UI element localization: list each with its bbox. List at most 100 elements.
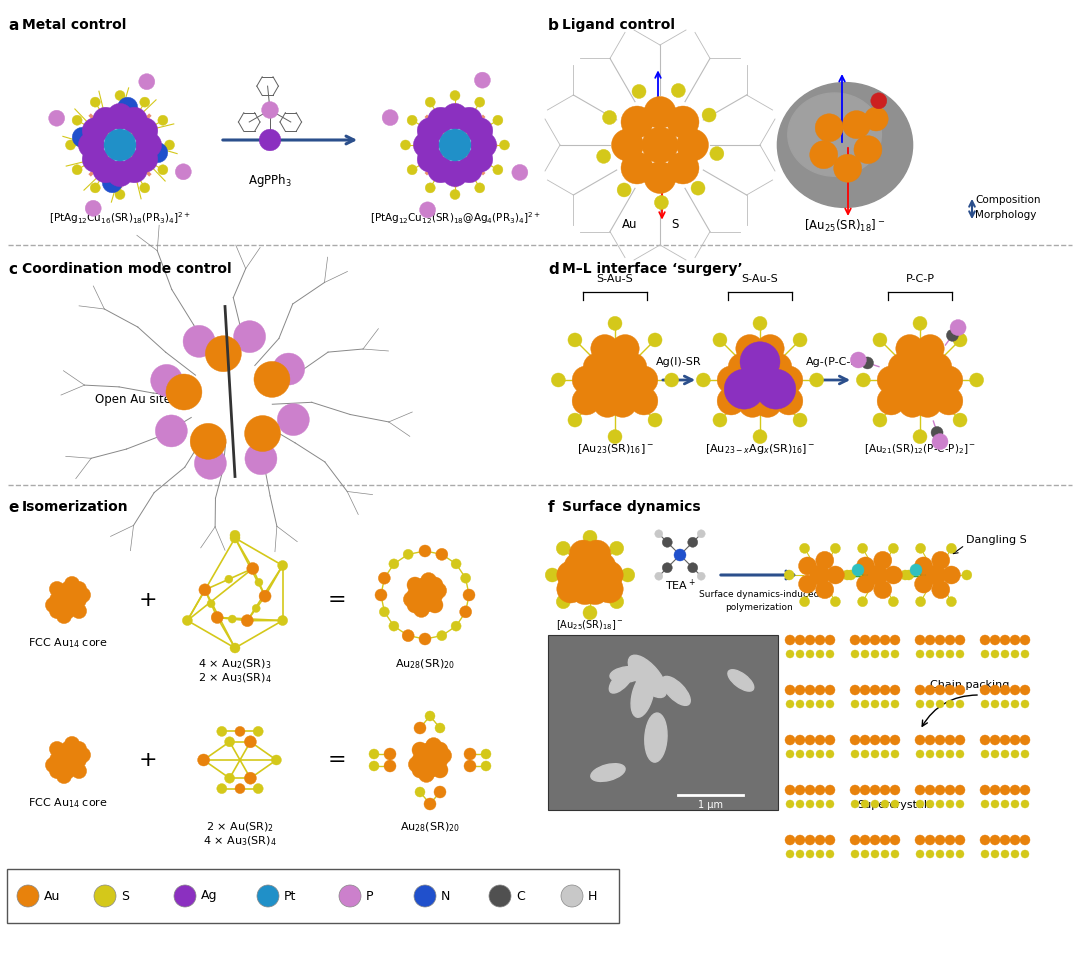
Circle shape [568,413,582,427]
Circle shape [423,591,440,607]
Circle shape [417,147,443,172]
Circle shape [891,850,899,858]
Circle shape [936,700,944,708]
Circle shape [17,885,39,907]
Circle shape [230,643,240,653]
Circle shape [60,582,76,597]
Circle shape [556,595,570,608]
Circle shape [955,735,966,745]
Circle shape [810,565,831,585]
Text: P-C-P: P-C-P [905,274,934,284]
Circle shape [139,183,150,193]
Circle shape [432,752,448,768]
Text: Open Au sites: Open Au sites [95,394,177,406]
Text: +: + [138,750,158,770]
Circle shape [935,685,945,695]
Circle shape [436,548,448,560]
Circle shape [253,784,264,793]
Circle shape [810,373,824,387]
Circle shape [426,758,442,774]
Circle shape [915,835,924,845]
Circle shape [71,582,86,597]
Circle shape [806,650,814,658]
Circle shape [557,575,584,603]
Circle shape [710,147,724,161]
Circle shape [956,650,964,658]
Circle shape [1011,700,1020,708]
Circle shape [50,582,65,597]
Circle shape [414,722,426,734]
Text: M–L interface ‘surgery’: M–L interface ‘surgery’ [562,262,743,276]
Circle shape [65,737,80,752]
FancyBboxPatch shape [6,869,619,923]
Circle shape [401,140,410,150]
Circle shape [557,561,584,589]
Circle shape [935,387,963,415]
Circle shape [481,761,491,771]
Circle shape [648,333,662,347]
Circle shape [672,83,686,98]
Circle shape [935,835,945,845]
Circle shape [450,90,460,101]
Circle shape [225,737,234,747]
Circle shape [583,561,616,594]
Circle shape [880,685,890,695]
Circle shape [65,587,80,603]
Circle shape [955,835,966,845]
Circle shape [379,606,390,617]
Circle shape [556,541,570,556]
Circle shape [955,785,966,795]
Circle shape [991,650,999,658]
Circle shape [228,615,237,623]
Circle shape [805,835,815,845]
Circle shape [953,333,967,347]
Text: FCC Au$_{14}$ core: FCC Au$_{14}$ core [28,796,108,810]
Circle shape [936,650,944,658]
Circle shape [856,557,875,575]
Circle shape [860,635,870,645]
Circle shape [404,591,419,607]
Circle shape [72,115,82,125]
Circle shape [956,800,964,808]
Circle shape [271,755,282,765]
Circle shape [422,752,438,768]
Circle shape [860,835,870,845]
Circle shape [461,573,471,583]
Circle shape [426,738,442,754]
Circle shape [981,800,989,808]
Circle shape [725,369,765,409]
Circle shape [416,747,432,764]
Circle shape [67,598,82,612]
Circle shape [630,366,658,394]
Circle shape [568,551,600,583]
Circle shape [860,785,870,795]
Circle shape [1000,685,1010,695]
Circle shape [717,366,745,394]
Circle shape [852,564,864,576]
Circle shape [702,108,716,122]
Circle shape [585,369,618,400]
Ellipse shape [728,670,754,691]
Circle shape [880,635,890,645]
Circle shape [121,157,147,183]
Circle shape [806,850,814,858]
Circle shape [561,885,583,907]
Circle shape [980,785,990,795]
Circle shape [796,700,804,708]
Circle shape [56,768,71,784]
Circle shape [572,557,608,593]
Circle shape [65,599,80,614]
Circle shape [132,118,158,144]
Circle shape [874,552,892,569]
Circle shape [420,202,435,217]
Circle shape [612,368,645,400]
Circle shape [868,565,888,585]
Circle shape [151,364,183,397]
Circle shape [870,800,879,808]
Circle shape [499,140,510,150]
Circle shape [429,757,444,772]
Circle shape [136,132,162,158]
Text: S: S [672,218,678,231]
Circle shape [946,800,954,808]
Circle shape [980,835,990,845]
